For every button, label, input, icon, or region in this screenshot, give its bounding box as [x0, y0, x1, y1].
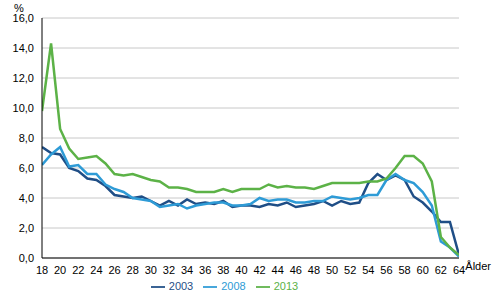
svg-text:36: 36 — [199, 264, 211, 276]
svg-text:48: 48 — [308, 264, 320, 276]
svg-text:6,0: 6,0 — [19, 162, 34, 174]
svg-text:12,0: 12,0 — [13, 72, 34, 84]
svg-text:34: 34 — [181, 264, 193, 276]
svg-text:22: 22 — [72, 264, 84, 276]
svg-text:20: 20 — [54, 264, 66, 276]
svg-text:42: 42 — [253, 264, 265, 276]
html-text:2013: 2013 — [273, 280, 299, 292]
svg-text:62: 62 — [435, 264, 447, 276]
svg-text:58: 58 — [398, 264, 410, 276]
svg-text:10,0: 10,0 — [13, 102, 34, 114]
svg-text:40: 40 — [235, 264, 247, 276]
svg-text:8,0: 8,0 — [19, 132, 34, 144]
svg-text:18: 18 — [36, 264, 48, 276]
svg-text:28: 28 — [127, 264, 139, 276]
svg-text:32: 32 — [163, 264, 175, 276]
svg-text:26: 26 — [108, 264, 120, 276]
html-text:2003: 2003 — [168, 280, 194, 292]
svg-text:4,0: 4,0 — [19, 192, 34, 204]
svg-text:2,0: 2,0 — [19, 222, 34, 234]
svg-text:44: 44 — [272, 264, 284, 276]
svg-text:56: 56 — [380, 264, 392, 276]
svg-text:24: 24 — [90, 264, 102, 276]
svg-text:38: 38 — [217, 264, 229, 276]
svg-text:16,0: 16,0 — [12, 11, 34, 24]
svg-text:50: 50 — [326, 264, 338, 276]
svg-text:54: 54 — [362, 264, 374, 276]
svg-text:52: 52 — [344, 264, 356, 276]
svg-text:60: 60 — [417, 264, 429, 276]
svg-text:0,0: 0,0 — [19, 252, 34, 264]
svg-text:30: 30 — [145, 264, 157, 276]
svg-text:14,0: 14,0 — [13, 42, 34, 54]
svg-text:46: 46 — [290, 264, 302, 276]
html-text:2008: 2008 — [221, 280, 246, 292]
svg-text:64: 64 — [453, 264, 465, 276]
html-text:Ålder: Ålder — [465, 260, 491, 272]
